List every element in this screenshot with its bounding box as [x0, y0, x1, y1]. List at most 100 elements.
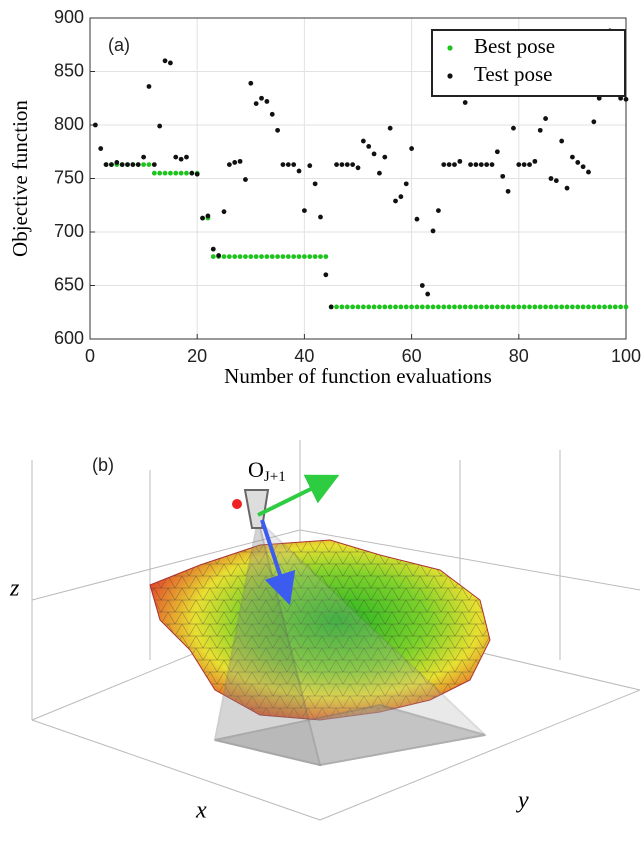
point: [430, 304, 436, 310]
point: [473, 304, 479, 310]
point: [521, 162, 527, 167]
point: [146, 162, 152, 167]
point: [414, 304, 420, 310]
point: [393, 304, 398, 310]
point: [232, 160, 238, 165]
x-tick-label: 60: [402, 346, 422, 366]
point: [280, 254, 286, 260]
point: [302, 208, 307, 214]
point: [243, 254, 248, 260]
y-tick-label: 850: [54, 60, 84, 80]
y-axis-label: y: [516, 788, 529, 814]
point: [511, 304, 516, 310]
point: [360, 138, 366, 144]
arrow-y: [232, 499, 242, 509]
point: [221, 209, 227, 215]
point: [103, 162, 109, 167]
point: [291, 162, 297, 167]
y-tick-label: 750: [54, 167, 84, 187]
y-tick-label: 900: [54, 7, 84, 27]
point: [494, 304, 500, 310]
point: [216, 253, 222, 258]
point: [109, 162, 114, 167]
point: [146, 84, 152, 89]
mesh: [149, 539, 491, 721]
point: [92, 122, 98, 128]
point: [307, 254, 313, 260]
point: [264, 99, 270, 104]
legend-label: Test pose: [474, 62, 552, 86]
point: [184, 154, 189, 160]
point: [580, 164, 586, 170]
legend-box: [431, 29, 626, 97]
point: [591, 119, 597, 125]
point: [248, 80, 254, 86]
point: [237, 158, 243, 164]
point: [457, 304, 463, 310]
point: [355, 304, 361, 310]
point: [339, 304, 345, 310]
point: [462, 304, 468, 310]
point: [575, 160, 581, 165]
point: [441, 304, 447, 310]
y-tick-label: 650: [54, 274, 84, 294]
y-tick-label: 600: [54, 328, 84, 348]
point: [532, 304, 538, 310]
axes-box: [31, 440, 641, 821]
point: [269, 111, 275, 117]
point: [452, 304, 457, 310]
point: [269, 254, 275, 260]
point: [505, 188, 511, 194]
point: [409, 304, 414, 310]
point: [618, 95, 624, 101]
point: [344, 162, 350, 167]
point: [130, 162, 136, 167]
legend-marker: [447, 45, 453, 51]
y-tick-label: 800: [54, 114, 84, 134]
x-tick-label: 40: [294, 346, 314, 366]
point: [446, 304, 452, 310]
point: [553, 304, 559, 310]
point: [168, 60, 173, 66]
point: [446, 162, 452, 167]
point: [377, 304, 382, 310]
point: [430, 228, 436, 234]
point: [414, 216, 420, 222]
point: [436, 304, 441, 310]
point: [194, 171, 200, 177]
point: [371, 304, 377, 310]
origin-label: OJ+1: [248, 457, 286, 485]
x-tick-label: 80: [509, 346, 529, 366]
point: [323, 272, 329, 278]
point: [189, 170, 195, 176]
y-axis-label: Objective function: [8, 100, 32, 257]
point: [468, 304, 473, 310]
point: [484, 304, 490, 310]
point: [221, 254, 227, 260]
point: [318, 214, 323, 220]
legend-label: Best pose: [474, 34, 555, 58]
point: [178, 170, 184, 176]
point: [387, 304, 393, 310]
point: [318, 254, 323, 260]
point: [135, 162, 141, 167]
point: [393, 198, 398, 204]
point: [570, 304, 575, 310]
point: [387, 125, 393, 131]
point: [237, 254, 243, 260]
point: [157, 123, 163, 129]
point: [602, 304, 607, 310]
point: [564, 185, 570, 191]
point: [377, 170, 382, 176]
point: [114, 160, 120, 165]
point: [462, 100, 468, 105]
chart-a: 0 20 40 60 80 100 600 650 700 750 800 850 900 (a) Numb…: [8, 7, 641, 388]
point: [157, 170, 163, 176]
point: [312, 254, 318, 260]
point: [436, 208, 441, 214]
point: [296, 168, 302, 174]
point: [334, 162, 339, 167]
point: [173, 154, 179, 160]
point: [98, 146, 104, 151]
